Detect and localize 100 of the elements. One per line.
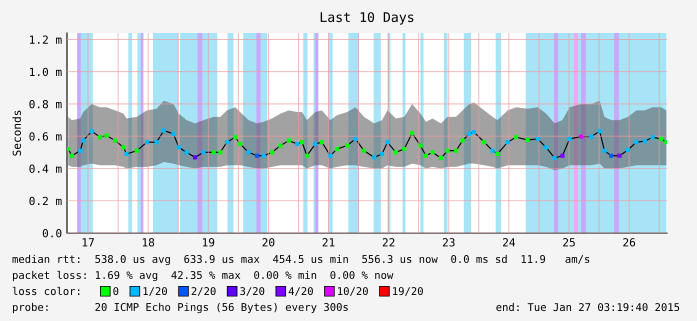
point: [162, 128, 166, 133]
point: [552, 156, 557, 160]
point: [589, 134, 594, 139]
y-tick-label: 0.0: [42, 229, 62, 238]
point: [171, 132, 176, 136]
point: [154, 140, 159, 144]
point: [482, 140, 486, 144]
point: [144, 140, 150, 144]
chart-title: Last 10 Days: [320, 12, 414, 25]
text: end: Tue Jan 27 03:19:40 2015: [496, 302, 680, 312]
point: [304, 154, 309, 158]
x-tick-label: 17: [82, 238, 94, 246]
point: [506, 140, 510, 144]
text: probe: 20 ICMP Echo Pings (56 Bytes) every 300s: [12, 302, 348, 314]
point: [238, 142, 242, 146]
point: [134, 148, 139, 153]
point: [560, 154, 564, 158]
point: [192, 155, 198, 160]
x-tick-label: 24: [503, 238, 516, 246]
point: [70, 154, 74, 158]
point: [380, 152, 384, 156]
point: [402, 146, 406, 152]
point: [246, 150, 251, 154]
y-tick-label: 0.8 m: [29, 100, 62, 108]
point: [98, 135, 102, 140]
point: [634, 140, 638, 144]
point: [212, 150, 216, 154]
legend-label: 0: [113, 287, 118, 296]
point: [372, 155, 376, 160]
point: [345, 143, 350, 148]
x-tick-label: 18: [142, 238, 154, 247]
x-tick-label: 19: [202, 238, 214, 247]
point: [598, 129, 602, 134]
point: [113, 138, 118, 143]
point: [642, 139, 647, 144]
x-tick-label: 20: [262, 238, 274, 247]
point: [650, 135, 655, 140]
point: [278, 143, 283, 148]
point: [286, 138, 291, 143]
point: [218, 150, 222, 154]
legend-label: 3/20: [240, 287, 264, 296]
legend-label: 2/20: [192, 287, 216, 296]
point: [578, 134, 584, 139]
point: [609, 154, 614, 158]
point: [262, 154, 266, 158]
point: [490, 148, 495, 153]
point: [495, 152, 500, 156]
point: [467, 132, 472, 136]
point: [424, 154, 428, 158]
point: [617, 154, 622, 158]
x-tick-label: 22: [382, 238, 394, 246]
point: [176, 145, 181, 150]
point: [664, 140, 667, 144]
point: [362, 148, 366, 153]
y-tick-label: 0.4 m: [29, 164, 62, 173]
legend-label: 19/20: [393, 287, 423, 296]
x-tick-label: 21: [322, 238, 334, 246]
text: median rtt: 538.0 us avg 633.9 us max 454.5 us min 556.3 us now 0.0 ms sd 11.9 am/s: [12, 254, 590, 266]
y-tick-label: 1.0 m: [30, 68, 62, 76]
point: [353, 136, 358, 142]
point: [394, 150, 398, 154]
point: [460, 138, 465, 143]
x-tick-label: 23: [442, 238, 455, 247]
point: [104, 133, 109, 138]
point: [525, 138, 530, 142]
point: [78, 148, 82, 153]
legend-label: 1/20: [144, 287, 167, 296]
point: [124, 152, 129, 156]
point: [90, 129, 94, 134]
point: [334, 146, 340, 152]
point: [602, 148, 607, 153]
text: packet loss: 1.69 % avg 42.35 % max 0.00 % min 0.00 % now: [12, 270, 394, 282]
point: [81, 138, 86, 143]
legend-label: 10/20: [338, 287, 368, 296]
point: [418, 143, 423, 148]
point: [385, 140, 390, 144]
point: [445, 148, 450, 153]
y-tick-label: 1.2 m: [30, 35, 62, 44]
point: [328, 154, 332, 158]
point: [300, 140, 304, 144]
point: [410, 131, 414, 136]
point: [454, 148, 458, 153]
y-axis-title: Seconds: [12, 110, 21, 156]
y-tick-label: 0.6 m: [29, 132, 62, 141]
point: [514, 135, 518, 140]
x-tick-label: 25: [563, 238, 575, 247]
point: [184, 150, 189, 154]
point: [254, 154, 260, 158]
x-tick-label: 26: [623, 238, 636, 247]
point: [67, 146, 70, 152]
point: [224, 140, 230, 144]
point: [658, 136, 664, 142]
point: [270, 150, 274, 154]
point: [233, 135, 238, 140]
point: [626, 148, 630, 152]
y-tick-label: 0.2 m: [29, 196, 62, 206]
point: [544, 145, 548, 150]
point: [536, 136, 540, 142]
point: [430, 150, 435, 154]
point: [320, 140, 324, 144]
